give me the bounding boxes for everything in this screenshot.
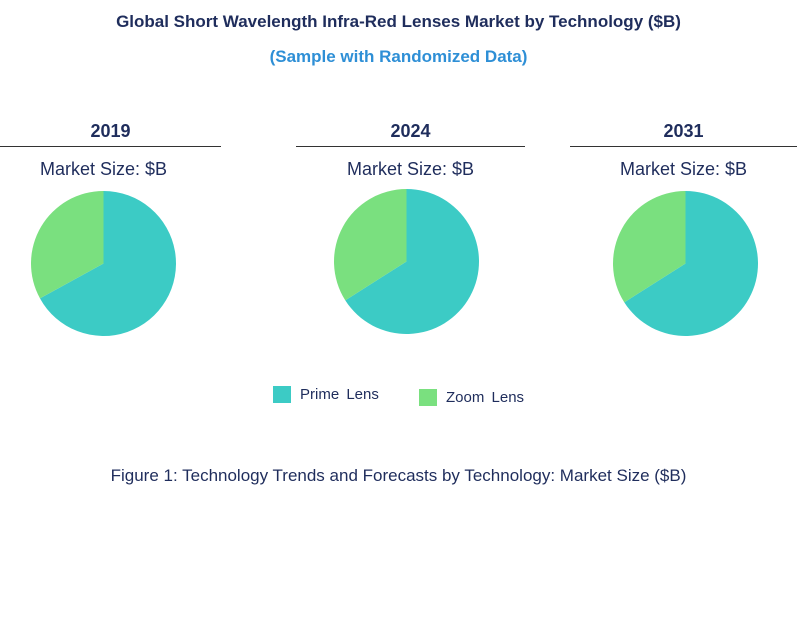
pie-slice-prime-lens-2019: [39, 191, 177, 336]
year-label-2031: 2031: [663, 121, 704, 141]
legend-swatch-prime-lens: [273, 386, 291, 403]
year-divider-2024: [296, 146, 525, 147]
legend-label-prime-lens: Prime Lens: [300, 386, 379, 403]
market-size-label-2019: Market Size: $B: [39, 159, 168, 179]
pie-panel-2024: 2024 Market Size: $B: [296, 118, 525, 348]
chart-title: Global Short Wavelength Infra-Red Lenses…: [116, 12, 681, 31]
figure-caption: Figure 1: Technology Trends and Forecast…: [110, 466, 687, 485]
legend-item-prime-lens: Prime Lens: [273, 386, 379, 403]
pie-slice-zoom-lens-2019: [31, 191, 104, 299]
pie-panel-2031: 2031 Market Size: $B: [570, 118, 797, 348]
legend-swatch-zoom-lens: [419, 389, 437, 406]
year-divider-2019: [0, 146, 221, 147]
market-size-label-2031: Market Size: $B: [619, 159, 748, 179]
pie-slice-prime-lens-2024: [345, 189, 480, 334]
chart-subtitle: (Sample with Randomized Data): [269, 47, 528, 66]
year-divider-2031: [570, 146, 797, 147]
year-label-2019: 2019: [90, 121, 131, 141]
pie-slice-zoom-lens-2024: [334, 189, 407, 301]
legend: Prime Lens Zoom Lens: [0, 386, 797, 410]
year-label-2024: 2024: [390, 121, 431, 141]
legend-item-zoom-lens: Zoom Lens: [419, 389, 524, 406]
market-size-label-2024: Market Size: $B: [346, 159, 475, 179]
pie-panel-2019: 2019 Market Size: $B: [0, 118, 221, 348]
legend-label-zoom-lens: Zoom Lens: [446, 389, 525, 406]
pie-slice-zoom-lens-2031: [613, 191, 686, 303]
pie-chart-2019: [31, 191, 177, 336]
pie-chart-2031: [613, 191, 759, 336]
pie-slice-prime-lens-2031: [624, 191, 759, 336]
pie-chart-2024: [334, 189, 480, 334]
